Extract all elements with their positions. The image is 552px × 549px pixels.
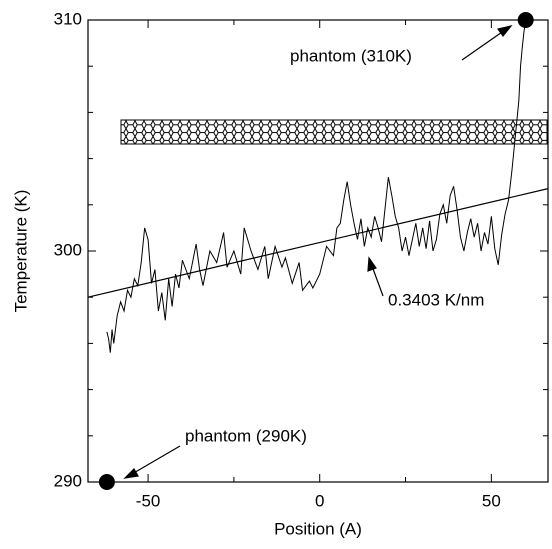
plot-frame: [87, 19, 549, 483]
x-axis-title: Position (A): [274, 519, 362, 538]
series-line: [106, 19, 527, 353]
y-axis-title: Temperature (K): [11, 190, 30, 313]
y-tick-label: 290: [54, 471, 82, 490]
annotation: phantom (310K): [290, 46, 412, 65]
annotation: 0.3403 K/nm: [388, 290, 484, 309]
x-tick-label: -50: [136, 491, 161, 510]
y-tick-label: 300: [54, 240, 82, 259]
series-line: [87, 188, 549, 298]
phantom-point: [517, 12, 534, 28]
phantom-point: [98, 474, 115, 490]
y-tick-label: 310: [54, 9, 82, 28]
x-tick-label: 0: [315, 491, 324, 510]
x-tick-label: 50: [482, 491, 501, 510]
annotation: phantom (290K): [185, 426, 307, 445]
nanotube: [120, 119, 548, 145]
arrows: [123, 25, 513, 479]
